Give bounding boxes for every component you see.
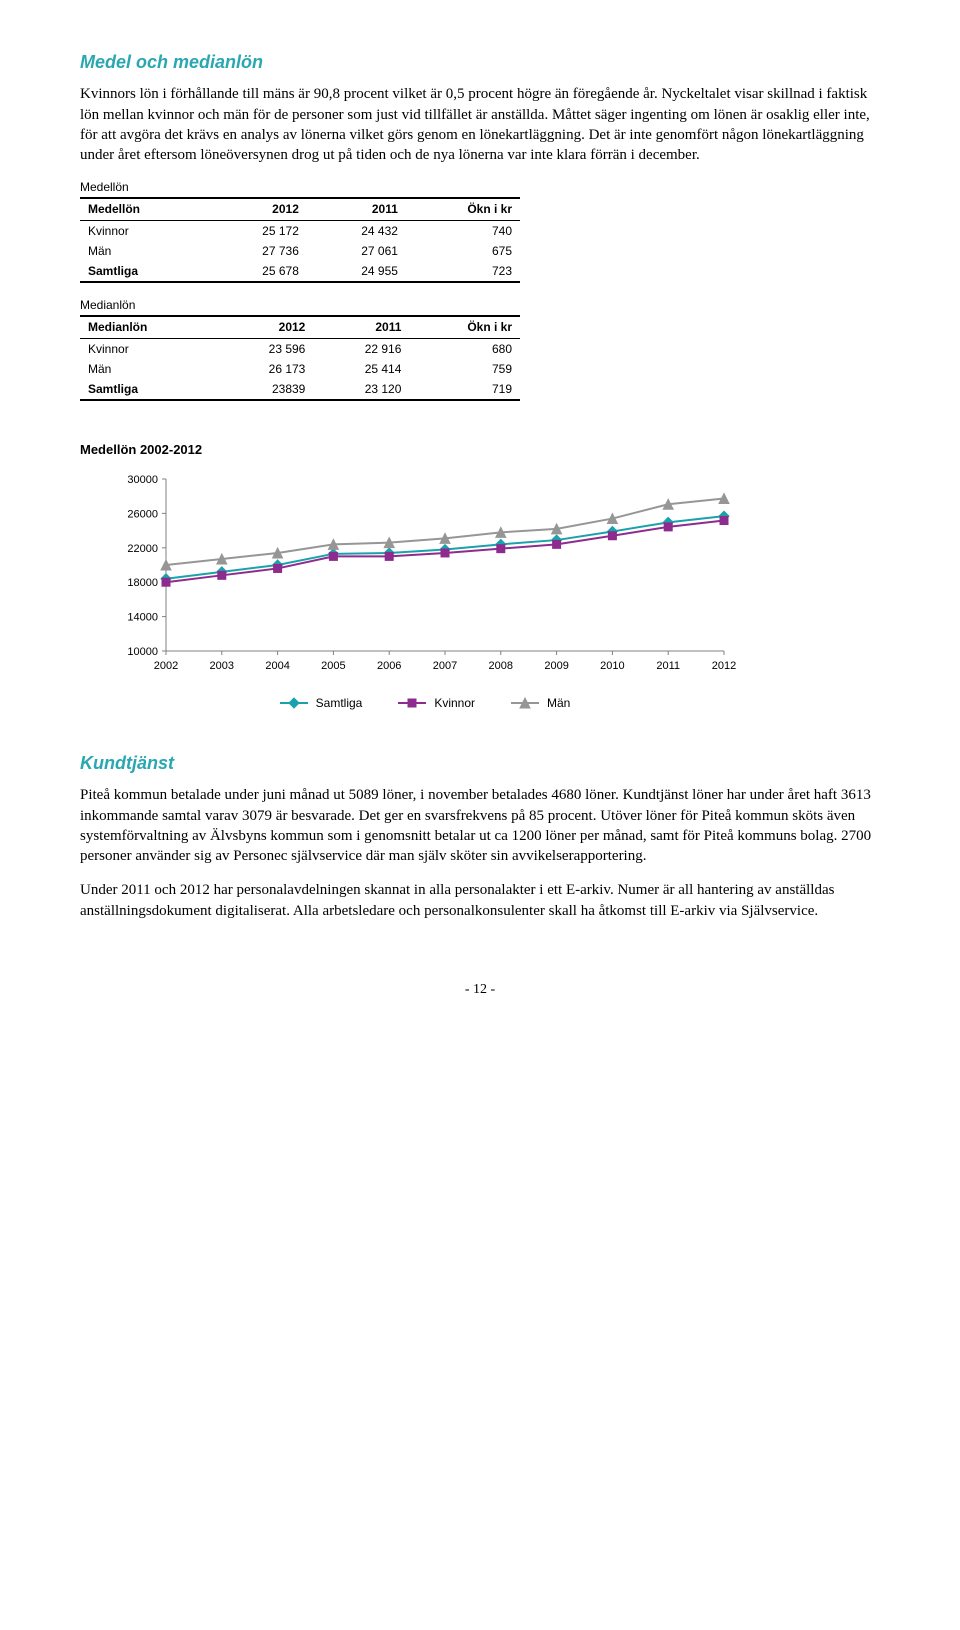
svg-text:2012: 2012: [712, 660, 736, 672]
legend-label: Samtliga: [316, 695, 363, 711]
th: Medellön: [80, 198, 208, 220]
heading-medel-medianlon: Medel och medianlön: [80, 50, 880, 74]
legend-label: Män: [547, 695, 570, 711]
table-cell: 25 172: [208, 220, 307, 241]
legend-item: Samtliga: [280, 695, 363, 711]
table-cell: 23 120: [313, 379, 409, 400]
table-cell: 23839: [217, 379, 313, 400]
table-cell: 26 173: [217, 359, 313, 379]
table-cell: 24 432: [307, 220, 406, 241]
paragraph-intro: Kvinnors lön i förhållande till mäns är …: [80, 84, 880, 165]
table-cell: 24 955: [307, 261, 406, 282]
svg-text:2007: 2007: [433, 660, 457, 672]
svg-text:22000: 22000: [127, 543, 158, 555]
table-cell: Kvinnor: [80, 220, 208, 241]
th: Medianlön: [80, 316, 217, 338]
svg-text:2002: 2002: [154, 660, 178, 672]
table-cell: Män: [80, 241, 208, 261]
th: 2011: [307, 198, 406, 220]
table-cell: 23 596: [217, 338, 313, 359]
paragraph-kundtjanst-1: Piteå kommun betalade under juni månad u…: [80, 785, 880, 866]
table-medianlon: Medianlön 2012 2011 Ökn i kr Kvinnor23 5…: [80, 315, 520, 401]
page-number: - 12 -: [80, 981, 880, 1000]
table-cell: 675: [406, 241, 520, 261]
svg-text:30000: 30000: [127, 474, 158, 486]
svg-text:2011: 2011: [656, 660, 680, 672]
table-cell: 22 916: [313, 338, 409, 359]
chart-legend: Samtliga Kvinnor Män: [110, 695, 740, 711]
table-cell: 25 678: [208, 261, 307, 282]
svg-text:14000: 14000: [127, 611, 158, 623]
table-caption-medellon: Medellön: [80, 179, 880, 195]
th: 2012: [217, 316, 313, 338]
legend-item: Män: [511, 695, 570, 711]
table-cell: Samtliga: [80, 379, 217, 400]
svg-text:26000: 26000: [127, 508, 158, 520]
svg-text:2003: 2003: [210, 660, 234, 672]
chart-medellon: 10000 14000 18000 22000 26000 30000 2002 2003 20…: [110, 469, 880, 685]
chart-title: Medellön 2002-2012: [80, 441, 880, 459]
table-caption-medianlon: Medianlön: [80, 297, 880, 313]
heading-kundtjanst: Kundtjänst: [80, 751, 880, 775]
table-cell: 25 414: [313, 359, 409, 379]
table-cell: 740: [406, 220, 520, 241]
table-cell: 759: [409, 359, 520, 379]
table-cell: 680: [409, 338, 520, 359]
table-cell: 719: [409, 379, 520, 400]
svg-text:10000: 10000: [127, 646, 158, 658]
svg-text:2006: 2006: [377, 660, 401, 672]
svg-text:2004: 2004: [265, 660, 289, 672]
table-cell: Män: [80, 359, 217, 379]
th: 2012: [208, 198, 307, 220]
paragraph-kundtjanst-2: Under 2011 och 2012 har personalavdelnin…: [80, 880, 880, 921]
table-cell: Samtliga: [80, 261, 208, 282]
table-cell: Kvinnor: [80, 338, 217, 359]
legend-label: Kvinnor: [434, 695, 475, 711]
svg-text:2008: 2008: [489, 660, 513, 672]
table-cell: 27 061: [307, 241, 406, 261]
legend-item: Kvinnor: [398, 695, 475, 711]
svg-text:2009: 2009: [544, 660, 568, 672]
th: Ökn i kr: [409, 316, 520, 338]
table-medellon: Medellön 2012 2011 Ökn i kr Kvinnor25 17…: [80, 197, 520, 283]
svg-text:18000: 18000: [127, 577, 158, 589]
table-cell: 27 736: [208, 241, 307, 261]
table-cell: 723: [406, 261, 520, 282]
th: Ökn i kr: [406, 198, 520, 220]
th: 2011: [313, 316, 409, 338]
svg-text:2005: 2005: [321, 660, 345, 672]
svg-text:2010: 2010: [600, 660, 624, 672]
